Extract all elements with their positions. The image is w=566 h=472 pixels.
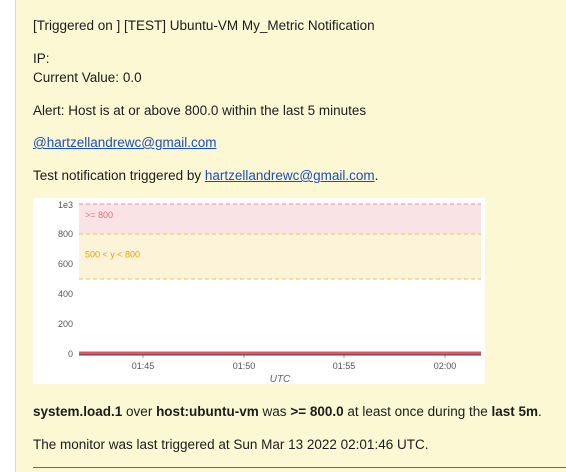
summary-text: system.load.1 over host:ubuntu-vm was >=… [33, 404, 542, 419]
summary-window: last 5m [491, 404, 539, 419]
test-email-link[interactable]: hartzellandrewc@gmail.com [204, 168, 375, 183]
x-tick-label: 01:55 [333, 361, 356, 371]
threshold-label-bg [81, 209, 121, 221]
summary-was: was [258, 404, 291, 419]
y-tick-label: 800 [58, 229, 73, 239]
current-value-number: 0.0 [122, 70, 142, 85]
notification-panel: [Triggered on ] [TEST] Ubuntu-VM My_Metr… [15, 0, 566, 472]
current-value-label: Current Value: [33, 70, 120, 85]
x-tick-label: 02:00 [434, 361, 457, 371]
x-tick-label: 01:45 [132, 361, 155, 371]
y-scale-label: 1e3 [58, 200, 73, 210]
mention-row: @hartzellandrewc@gmail.com [33, 135, 216, 150]
test-suffix: . [374, 168, 379, 183]
summary-host: host:ubuntu-vm [156, 404, 259, 419]
chart-svg: >= 800 500 < y < 800 1e3 0 200 400 600 800 01:45… [58, 200, 481, 384]
x-tick-label: 01:50 [233, 361, 256, 371]
mention-link[interactable]: @hartzellandrewc@gmail.com [33, 135, 217, 150]
threshold-label: 500 < y < 800 [85, 250, 140, 260]
ip-label: IP: [33, 51, 50, 66]
divider [33, 467, 566, 468]
notification-title: [Triggered on ] [TEST] Ubuntu-VM My_Metr… [33, 18, 375, 33]
threshold-band [79, 204, 481, 234]
test-notification-text: Test notification triggered by hartzella… [33, 168, 378, 183]
last-triggered-text: The monitor was last triggered at Sun Ma… [33, 437, 429, 452]
y-tick-label: 600 [58, 259, 73, 269]
summary-metric: system.load.1 [33, 404, 123, 419]
alert-text: Alert: Host is at or above 800.0 within … [33, 103, 367, 118]
metric-chart: >= 800 500 < y < 800 1e3 0 200 400 600 800 01:45… [33, 198, 485, 384]
test-prefix: Test notification triggered by [33, 168, 205, 183]
x-axis-label: UTC [270, 374, 291, 384]
y-tick-label: 200 [58, 319, 73, 329]
y-tick-label: 0 [68, 349, 73, 359]
summary-over: over [122, 404, 157, 419]
threshold-label-bg [81, 248, 157, 261]
summary-mid: at least once during the [343, 404, 492, 419]
current-value: Current Value: 0.0 [33, 70, 142, 85]
threshold-label: >= 800 [85, 210, 113, 220]
summary-condition: >= 800.0 [290, 404, 344, 419]
summary-end: . [538, 404, 542, 419]
y-tick-label: 400 [58, 289, 73, 299]
